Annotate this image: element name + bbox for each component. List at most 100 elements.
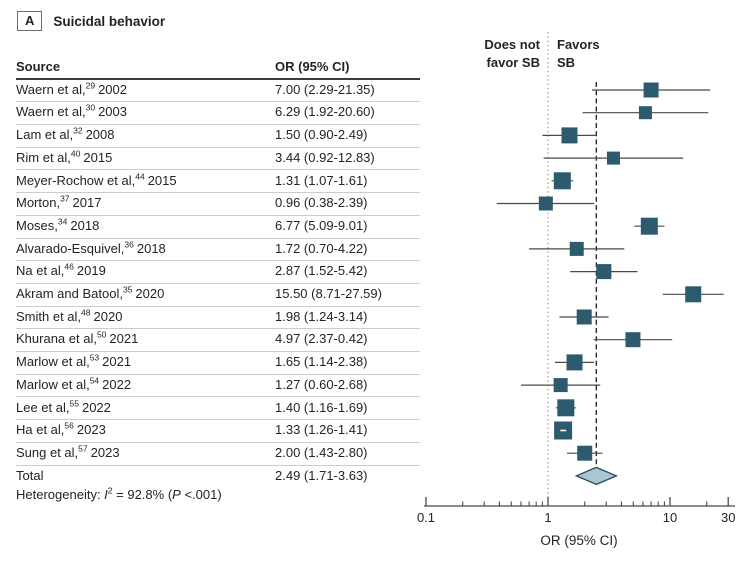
effect-square — [625, 332, 641, 348]
table-row: Marlow et al,53 2021 1.65 (1.14-2.38) — [16, 351, 420, 375]
study-source: Sung et al,57 2023 — [16, 443, 120, 460]
table-row: Lee et al,55 2022 1.40 (1.16-1.69) — [16, 397, 420, 421]
study-source: Akram and Batool,35 2020 — [16, 284, 165, 301]
study-source: Na et al,46 2019 — [16, 261, 106, 279]
table-row: Khurana et al,50 2021 4.97 (2.37-0.42) — [16, 328, 420, 353]
reference-superscript: 37 — [60, 193, 70, 204]
study-or-ci-value: 1.50 (0.90-2.49) — [275, 127, 368, 143]
table-row: Total 2.49 (1.71-3.63) — [16, 465, 420, 488]
heterogeneity-note: Heterogeneity: I2 = 92.8% (P <.001) — [16, 485, 222, 505]
reference-superscript: 54 — [89, 375, 100, 386]
plot-header-does-not-favor-line1: Does not — [484, 37, 540, 52]
table-row: Ha et al,56 2023 1.33 (1.26-1.41) — [16, 419, 420, 443]
reference-superscript: 40 — [70, 148, 81, 159]
table-row: Morton,37 2017 0.96 (0.38-2.39) — [16, 192, 420, 216]
study-or-ci-value: 15.50 (8.71-27.59) — [275, 286, 382, 301]
heterogeneity-prefix: Heterogeneity: — [16, 487, 105, 502]
study-source: Lee et al,55 2022 — [16, 398, 111, 415]
reference-superscript: 32 — [73, 125, 83, 136]
study-or-ci-value: 6.29 (1.92-20.60) — [275, 104, 375, 120]
table-row: Smith et al,48 2020 1.98 (1.24-3.14) — [16, 306, 420, 330]
effect-square — [640, 217, 658, 235]
reference-superscript: 35 — [122, 284, 133, 295]
effect-square — [557, 399, 575, 417]
reference-superscript: 48 — [81, 307, 91, 318]
effect-square — [643, 82, 659, 98]
effect-square — [566, 354, 583, 371]
x-axis-tick-label: 0.1 — [417, 510, 435, 525]
table-row: Akram and Batool,35 2020 15.50 (8.71-27.5… — [16, 283, 420, 307]
reference-superscript: 53 — [89, 352, 100, 363]
study-source: Marlow et al,54 2022 — [16, 375, 132, 392]
study-or-ci-value: 2.00 (1.43-2.80) — [275, 444, 368, 460]
effect-square — [596, 264, 612, 280]
pooled-diamond — [574, 466, 619, 486]
panel-header: A Suicidal behavior — [17, 11, 165, 31]
panel-label-badge: A — [17, 11, 43, 31]
heterogeneity-value: = 92.8% ( — [112, 487, 173, 502]
study-or-ci-value: 1.98 (1.24-3.14) — [275, 308, 368, 324]
table-row: Meyer-Rochow et al,44 2015 1.31 (1.07-1.6… — [16, 170, 420, 194]
effect-square — [553, 378, 568, 393]
effect-square — [561, 127, 578, 144]
study-or-ci-value: 3.44 (0.92-12.83) — [275, 149, 375, 165]
reference-superscript: 29 — [85, 80, 96, 91]
reference-superscript: 50 — [96, 330, 107, 341]
effect-square — [606, 151, 620, 165]
study-or-ci-value: 6.77 (5.09-9.01) — [275, 217, 368, 233]
table-row: Na et al,46 2019 2.87 (1.52-5.42) — [16, 260, 420, 284]
study-source: Alvarado-Esquivel,36 2018 — [16, 239, 166, 256]
column-header-or-ci: OR (95% CI) — [275, 59, 350, 74]
study-or-ci-value: 1.27 (0.60-2.68) — [275, 376, 368, 392]
reference-superscript: 36 — [124, 239, 134, 250]
study-source: Moses,34 2018 — [16, 216, 100, 233]
table-row: Moses,34 2018 6.77 (5.09-9.01) — [16, 215, 420, 239]
p-value: <.001) — [180, 487, 222, 502]
reference-superscript: 56 — [64, 420, 74, 431]
study-source: Morton,37 2017 — [16, 193, 102, 211]
effect-square — [638, 106, 652, 120]
plot-header-favors-line2: SB — [557, 55, 575, 70]
study-or-ci-value: 7.00 (2.29-21.35) — [275, 81, 375, 97]
study-or-ci-value: 1.72 (0.70-4.22) — [275, 240, 368, 256]
table-row: Rim et al,40 2015 3.44 (0.92-12.83) — [16, 147, 420, 171]
x-axis-tick-label: 10 — [663, 510, 677, 525]
effect-square — [553, 172, 571, 190]
study-source: Marlow et al,53 2021 — [16, 352, 132, 370]
column-header-source: Source — [16, 59, 61, 74]
study-source: Total — [16, 467, 44, 483]
table-row: Waern et al,29 2002 7.00 (2.29-21.35) — [16, 79, 420, 103]
plot-header-does-not-favor-line2: favor SB — [487, 55, 540, 70]
effect-square — [576, 309, 592, 325]
reference-superscript: 30 — [85, 103, 96, 114]
effect-square — [577, 445, 593, 461]
table-row: Sung et al,57 2023 2.00 (1.43-2.80) — [16, 442, 420, 466]
study-source: Smith et al,48 2020 — [16, 307, 123, 324]
study-or-ci-value: 0.96 (0.38-2.39) — [275, 195, 368, 211]
study-or-ci-value: 1.40 (1.16-1.69) — [275, 399, 368, 415]
table-header-row: Source OR (95% CI) — [16, 57, 420, 80]
i-squared-symbol: I — [104, 487, 108, 502]
study-or-ci-value: 2.49 (1.71-3.63) — [275, 467, 368, 483]
x-axis-tick-label: 1 — [544, 510, 551, 525]
study-source: Lam et al,32 2008 — [16, 125, 115, 143]
study-source: Waern et al,30 2003 — [16, 103, 127, 120]
x-axis-tick-label: 30 — [721, 510, 735, 525]
i-squared-exponent: 2 — [107, 485, 113, 496]
plot-header-favors-line1: Favors — [557, 37, 600, 52]
effect-square — [685, 286, 702, 303]
x-axis-title: OR (95% CI) — [540, 533, 617, 548]
effect-square — [569, 241, 584, 256]
study-or-ci-value: 1.33 (1.26-1.41) — [275, 422, 368, 438]
reference-superscript: 55 — [69, 398, 79, 409]
panel-title: Suicidal behavior — [53, 13, 166, 29]
table-row: Marlow et al,54 2022 1.27 (0.60-2.68) — [16, 374, 420, 398]
reference-superscript: 57 — [78, 443, 88, 454]
effect-square — [538, 196, 553, 211]
study-or-ci-value: 4.97 (2.37-0.42) — [275, 331, 368, 347]
reference-superscript: 46 — [64, 261, 74, 272]
study-source: Rim et al,40 2015 — [16, 148, 113, 165]
study-source: Waern et al,29 2002 — [16, 80, 127, 97]
